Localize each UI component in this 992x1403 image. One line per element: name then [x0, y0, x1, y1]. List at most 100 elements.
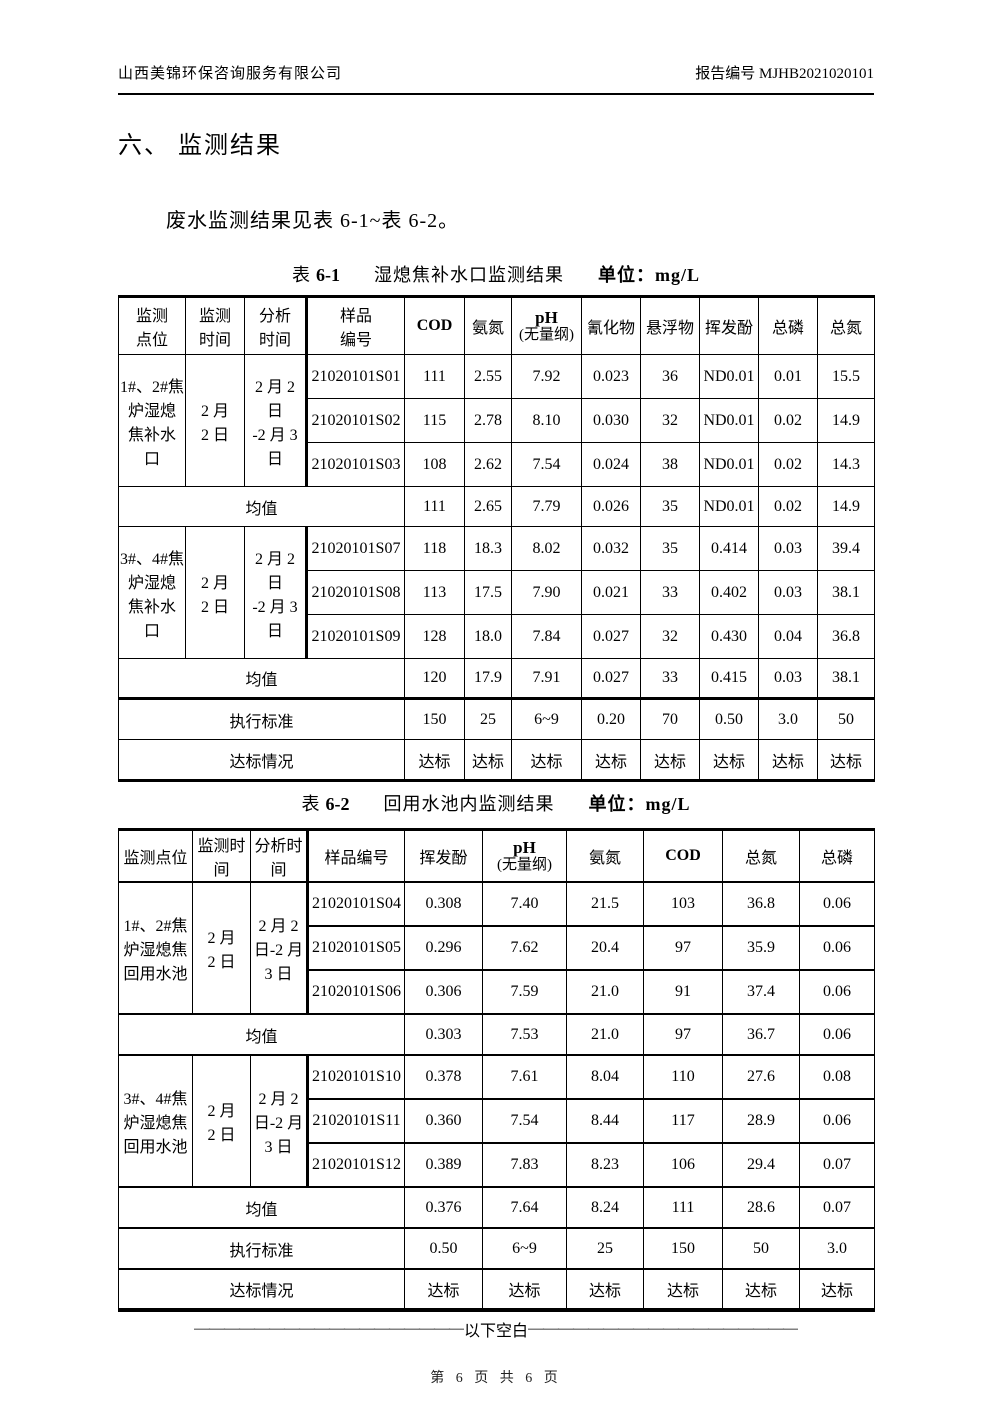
value-cell: 14.9 [817, 398, 875, 443]
header-cell-sample: 样品编号 [306, 828, 405, 883]
value-cell: 15.5 [817, 354, 875, 399]
below-blank-divider: —————————————————— 以下空白 ————————————————… [118, 1317, 874, 1341]
value-cell: 0.03 [758, 658, 818, 699]
value-cell: 达标 [722, 1268, 800, 1311]
value-cell: 7.62 [482, 925, 567, 971]
value-cell: 33 [640, 570, 700, 615]
value-cell: 达标 [799, 1268, 875, 1311]
point-cell: 1#、2#焦 炉湿熄 焦补水 口 [118, 354, 186, 487]
value-cell: 2.78 [464, 398, 512, 443]
value-cell: 17.9 [464, 658, 512, 699]
value-cell: 128 [404, 614, 465, 659]
analysis-cell: 2 月 2 日 -2 月 3 日 [244, 354, 307, 487]
table-header-row: 监测 点位 监测 时间 分析 时间 样品 编号 COD 氨氮 pH (无量纲) … [118, 296, 875, 355]
value-cell: 达标 [482, 1268, 567, 1311]
value-cell: 3.0 [758, 697, 818, 740]
analysis-cell: 2 月 2 日-2 月 3 日 [250, 1054, 308, 1188]
value-cell: 0.06 [799, 1013, 875, 1056]
header-cell-nh3: 氨氮 [566, 828, 644, 883]
section-title: 六、 监测结果 [118, 133, 282, 159]
time-cell: 2 月 2 日 [192, 881, 251, 1015]
time-cell: 2 月 2 日 [185, 354, 245, 487]
value-cell: 0.414 [699, 526, 759, 571]
below-blank-label: 以下空白 [463, 1323, 528, 1340]
sample-row: 21020101S06 0.306 7.59 21.0 91 37.4 0.06 [119, 969, 875, 1015]
header-cell-tp: 总磷 [758, 296, 818, 355]
header-cell-point: 监测点位 [118, 828, 193, 883]
header-cell-cyanide: 氰化物 [581, 296, 641, 355]
standard-row: 执行标准 150 25 6~9 0.20 70 0.50 3.0 50 [118, 697, 875, 740]
mean-row: 均值 120 17.9 7.91 0.027 33 0.415 0.03 38.… [118, 658, 875, 699]
value-cell: 0.02 [758, 398, 818, 443]
value-cell: ND0.01 [699, 442, 759, 487]
value-cell: 0.01 [758, 354, 818, 399]
table-6-2: 监测点位 监测时 间 分析时 间 样品编号 挥发酚 pH (无量纲) 氨氮 CO… [118, 828, 875, 1312]
value-cell: 106 [643, 1142, 723, 1188]
value-cell: 0.08 [799, 1054, 875, 1100]
value-cell: 0.032 [581, 526, 641, 571]
company-name: 山西美锦环保咨询服务有限公司 [118, 66, 343, 82]
value-cell: 0.024 [581, 442, 641, 487]
value-cell: 0.430 [699, 614, 759, 659]
value-cell: 达标 [404, 1268, 483, 1311]
header-cell-analysis: 分析 时间 [244, 296, 307, 355]
value-cell: 38.1 [817, 658, 875, 699]
value-cell: 25 [566, 1227, 644, 1270]
value-cell: 7.79 [511, 486, 582, 527]
value-cell: 7.53 [482, 1013, 567, 1056]
value-cell: 108 [404, 442, 465, 487]
header-cell-phenol: 挥发酚 [699, 296, 759, 355]
sample-row: 21020101S08 113 17.5 7.90 0.021 33 0.402… [119, 570, 875, 615]
value-cell: 111 [404, 354, 465, 399]
value-cell: 3.0 [799, 1227, 875, 1270]
value-cell: 0.415 [699, 658, 759, 699]
value-cell: 7.64 [482, 1186, 567, 1229]
analysis-cell: 2 月 2 日-2 月 3 日 [250, 881, 308, 1015]
sample-id-cell: 21020101S12 [306, 1142, 405, 1188]
sample-row: 21020101S02 115 2.78 8.10 0.030 32 ND0.0… [119, 398, 875, 443]
sample-id-cell: 21020101S01 [305, 354, 405, 399]
value-cell: 0.02 [758, 486, 818, 527]
value-cell: 达标 [566, 1268, 644, 1311]
value-cell: 27.6 [722, 1054, 800, 1100]
value-cell: 0.07 [799, 1142, 875, 1188]
value-cell: 117 [643, 1098, 723, 1144]
value-cell: 97 [643, 925, 723, 971]
value-cell: 7.83 [482, 1142, 567, 1188]
value-cell: 6~9 [482, 1227, 567, 1270]
value-cell: 14.3 [817, 442, 875, 487]
value-cell: 7.61 [482, 1054, 567, 1100]
value-cell: 150 [404, 697, 465, 740]
value-cell: 97 [643, 1013, 723, 1056]
value-cell: 6~9 [511, 697, 582, 740]
value-cell: 111 [404, 486, 465, 527]
value-cell: 8.23 [566, 1142, 644, 1188]
sample-id-cell: 21020101S10 [306, 1054, 405, 1100]
value-cell: 2.65 [464, 486, 512, 527]
ph-label: pH [535, 307, 558, 327]
value-cell: 0.06 [799, 881, 875, 927]
value-cell: 达标 [404, 739, 465, 781]
sample-row: 21020101S03 108 2.62 7.54 0.024 38 ND0.0… [119, 442, 875, 487]
caption-title: 湿熄焦补水口监测结果 [373, 265, 564, 285]
value-cell: ND0.01 [699, 398, 759, 443]
sample-row: 21020101S12 0.389 7.83 8.23 106 29.4 0.0… [119, 1142, 875, 1188]
point-cell: 3#、4#焦 炉湿熄焦 回用水池 [118, 1054, 193, 1188]
mean-row: 均值 111 2.65 7.79 0.026 35 ND0.01 0.02 14… [118, 486, 875, 527]
value-cell: 35 [640, 526, 700, 571]
value-cell: 50 [722, 1227, 800, 1270]
caption-unit: 单位：mg/L [588, 794, 691, 814]
header-cell-tn: 总氮 [722, 828, 800, 883]
value-cell: 0.303 [404, 1013, 483, 1056]
header-cell-ph: pH (无量纲) [511, 296, 582, 355]
header-cell-cod: COD [643, 828, 723, 883]
value-cell: 33 [640, 658, 700, 699]
value-cell: 18.0 [464, 614, 512, 659]
value-cell: 28.6 [722, 1186, 800, 1229]
value-cell: 7.59 [482, 969, 567, 1015]
value-cell: 0.07 [799, 1186, 875, 1229]
point-cell: 1#、2#焦 炉湿熄焦 回用水池 [118, 881, 193, 1015]
mean-label: 均值 [118, 1186, 405, 1229]
value-cell: 21.0 [566, 1013, 644, 1056]
header-cell-time: 监测时 间 [192, 828, 251, 883]
